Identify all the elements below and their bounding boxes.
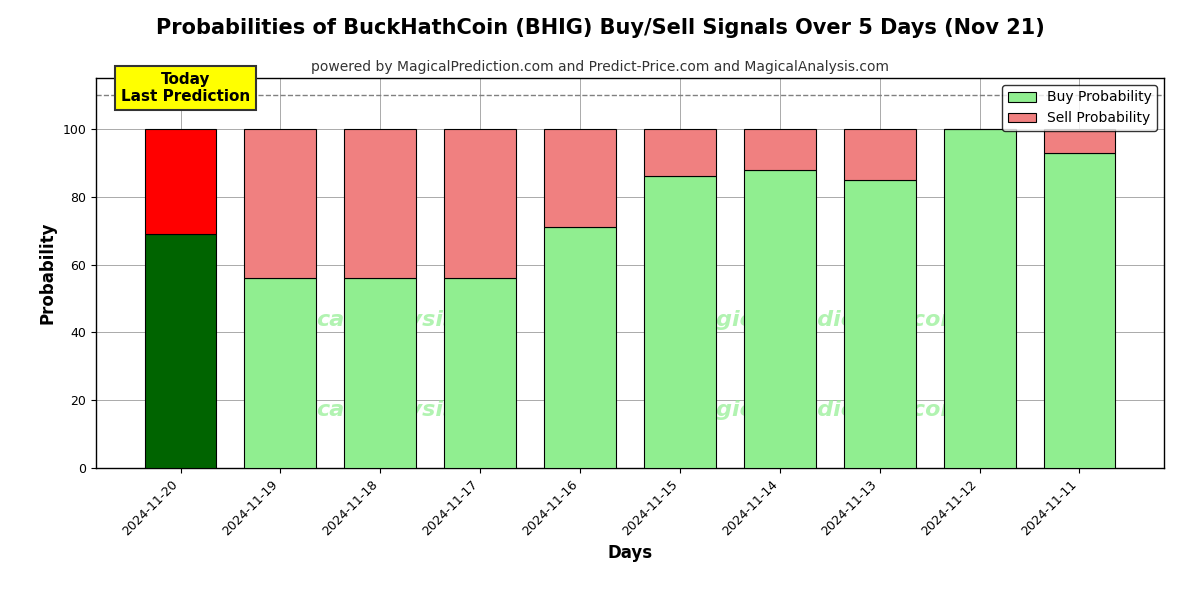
Bar [644,176,716,468]
Legend: Buy Probability, Sell Probability: Buy Probability, Sell Probability [1002,85,1157,131]
Bar [844,180,916,468]
Bar [544,129,616,227]
Text: Probabilities of BuckHathCoin (BHIG) Buy/Sell Signals Over 5 Days (Nov 21): Probabilities of BuckHathCoin (BHIG) Buy… [156,18,1044,38]
Bar [344,129,416,278]
Text: MagicalPrediction.com: MagicalPrediction.com [680,400,965,419]
Bar [144,234,216,468]
X-axis label: Days: Days [607,544,653,562]
Bar [1044,152,1116,468]
Bar [943,129,1015,468]
Bar [144,129,216,234]
Bar [444,129,516,278]
Text: MagicalPrediction.com: MagicalPrediction.com [680,310,965,330]
Bar [544,227,616,468]
Y-axis label: Probability: Probability [38,222,56,324]
Bar [744,170,816,468]
Text: calAnalysis.com: calAnalysis.com [317,400,516,419]
Text: calAnalysis.com: calAnalysis.com [317,310,516,330]
Bar [245,278,317,468]
Text: Today
Last Prediction: Today Last Prediction [121,72,250,104]
Bar [344,278,416,468]
Bar [844,129,916,180]
Bar [245,129,317,278]
Bar [444,278,516,468]
Bar [644,129,716,176]
Text: powered by MagicalPrediction.com and Predict-Price.com and MagicalAnalysis.com: powered by MagicalPrediction.com and Pre… [311,60,889,74]
Bar [744,129,816,170]
Bar [1044,129,1116,152]
